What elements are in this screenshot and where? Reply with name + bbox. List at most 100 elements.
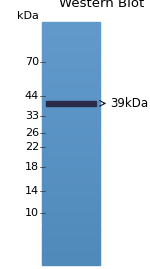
Bar bbox=[46, 101, 96, 106]
Bar bbox=[42, 128, 100, 129]
Bar bbox=[42, 106, 100, 107]
Bar bbox=[42, 254, 100, 255]
Bar bbox=[42, 172, 100, 173]
Bar bbox=[42, 177, 100, 178]
Bar bbox=[42, 84, 100, 85]
Bar bbox=[42, 40, 100, 41]
Bar bbox=[42, 52, 100, 53]
Text: Western Blot: Western Blot bbox=[59, 0, 145, 10]
Bar bbox=[42, 237, 100, 238]
Bar bbox=[42, 59, 100, 60]
Bar bbox=[42, 124, 100, 125]
Bar bbox=[42, 148, 100, 149]
Bar bbox=[42, 227, 100, 228]
Bar bbox=[42, 200, 100, 201]
Bar bbox=[42, 44, 100, 45]
Bar bbox=[42, 114, 100, 115]
Bar bbox=[42, 198, 100, 199]
Bar bbox=[42, 132, 100, 133]
Bar bbox=[42, 205, 100, 206]
Bar bbox=[42, 26, 100, 27]
Bar bbox=[42, 181, 100, 182]
Bar bbox=[42, 190, 100, 191]
Bar bbox=[42, 121, 100, 122]
Bar bbox=[42, 115, 100, 116]
Bar bbox=[42, 99, 100, 100]
Bar bbox=[42, 51, 100, 52]
Bar bbox=[42, 197, 100, 198]
Bar bbox=[42, 72, 100, 73]
Bar bbox=[42, 257, 100, 258]
Bar bbox=[42, 159, 100, 160]
Bar bbox=[42, 139, 100, 140]
Bar bbox=[42, 56, 100, 57]
Bar bbox=[42, 187, 100, 188]
Bar bbox=[42, 25, 100, 26]
Text: 33: 33 bbox=[25, 111, 39, 121]
Bar bbox=[42, 185, 100, 186]
Bar bbox=[42, 28, 100, 29]
Bar bbox=[42, 102, 100, 103]
Bar bbox=[42, 193, 100, 194]
Text: 22: 22 bbox=[25, 142, 39, 152]
Bar bbox=[42, 83, 100, 84]
Bar bbox=[42, 129, 100, 130]
Bar bbox=[42, 150, 100, 151]
Bar bbox=[42, 222, 100, 223]
Bar bbox=[42, 54, 100, 55]
Bar bbox=[42, 104, 100, 105]
Bar bbox=[42, 194, 100, 195]
Bar bbox=[42, 163, 100, 164]
Bar bbox=[42, 140, 100, 141]
Bar bbox=[42, 64, 100, 65]
Bar bbox=[42, 27, 100, 28]
Bar bbox=[42, 77, 100, 78]
Bar bbox=[42, 204, 100, 205]
Bar bbox=[42, 175, 100, 176]
Bar bbox=[42, 68, 100, 69]
Bar bbox=[42, 117, 100, 118]
Bar bbox=[42, 186, 100, 187]
Bar bbox=[42, 32, 100, 33]
Bar bbox=[42, 46, 100, 47]
Bar bbox=[42, 169, 100, 170]
Bar bbox=[42, 87, 100, 88]
Bar bbox=[42, 221, 100, 222]
Bar bbox=[42, 122, 100, 123]
Bar bbox=[42, 74, 100, 75]
Bar bbox=[42, 94, 100, 95]
Bar bbox=[42, 30, 100, 31]
Bar bbox=[42, 136, 100, 137]
Bar bbox=[42, 151, 100, 152]
Bar bbox=[42, 166, 100, 167]
Bar bbox=[42, 249, 100, 250]
Bar bbox=[42, 141, 100, 142]
Bar bbox=[42, 153, 100, 154]
Bar bbox=[42, 234, 100, 235]
Bar bbox=[42, 173, 100, 174]
Bar bbox=[42, 211, 100, 212]
Bar bbox=[42, 108, 100, 109]
Bar bbox=[42, 53, 100, 54]
Bar bbox=[42, 160, 100, 161]
Bar bbox=[42, 203, 100, 204]
Bar bbox=[42, 33, 100, 34]
Bar bbox=[42, 154, 100, 155]
Bar bbox=[42, 90, 100, 91]
Bar bbox=[42, 61, 100, 62]
Bar bbox=[42, 263, 100, 264]
Bar bbox=[42, 162, 100, 163]
Bar bbox=[42, 109, 100, 110]
Bar bbox=[42, 157, 100, 158]
Bar bbox=[42, 34, 100, 35]
Bar bbox=[42, 189, 100, 190]
Bar bbox=[42, 103, 100, 104]
Bar bbox=[42, 182, 100, 183]
Text: 70: 70 bbox=[25, 57, 39, 67]
Bar bbox=[42, 57, 100, 58]
Bar bbox=[42, 91, 100, 92]
Bar bbox=[42, 113, 100, 114]
Bar bbox=[42, 110, 100, 111]
Bar bbox=[42, 244, 100, 245]
Bar bbox=[42, 42, 100, 43]
